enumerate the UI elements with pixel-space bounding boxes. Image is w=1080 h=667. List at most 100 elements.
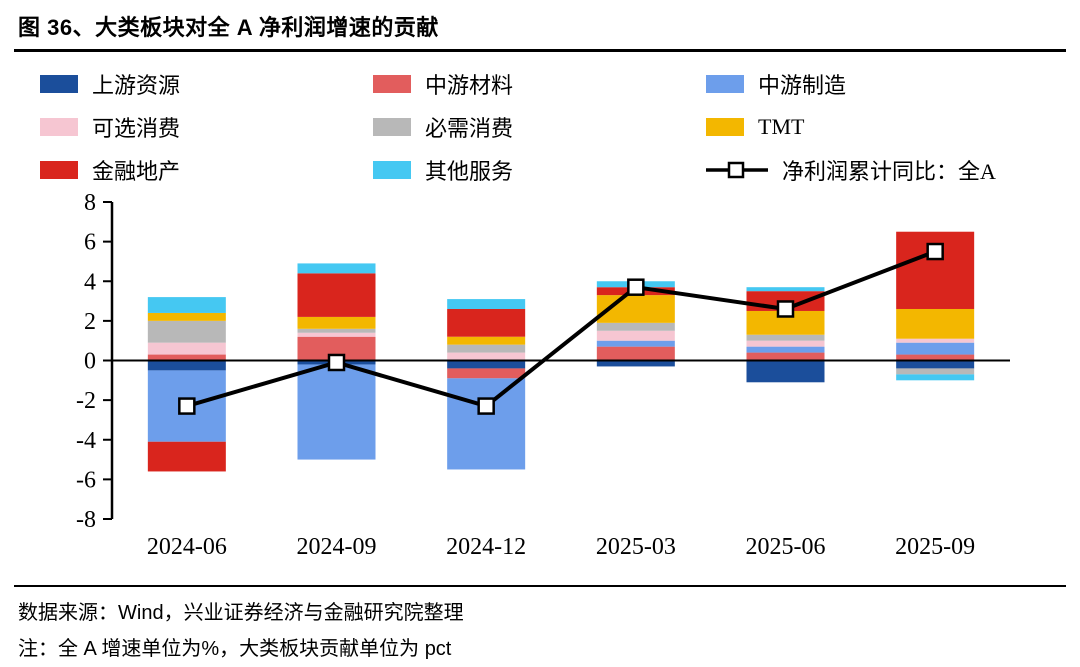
y-axis-label: 6	[84, 230, 96, 256]
bar-segment	[297, 328, 376, 333]
legend-item: 中游制造	[706, 68, 1060, 100]
legend-swatch	[40, 161, 78, 179]
legend-label: 中游制造	[758, 73, 847, 98]
legend-item: 必需消费	[373, 111, 706, 143]
x-axis-label: 2025-06	[746, 534, 826, 560]
legend-swatch	[706, 75, 744, 93]
bar-segment	[147, 342, 226, 355]
bar-segment	[447, 368, 526, 379]
legend-label: 必需消费	[425, 116, 514, 141]
legend-swatch	[40, 118, 78, 136]
bar-segment	[297, 336, 376, 361]
chart-area: -8 -6 -4 -2 0 2 4 6 8 2024-06 2024-09 2024-12 2025-0…	[0, 188, 1080, 573]
legend-item: TMT	[706, 111, 1060, 143]
footer-divider	[14, 585, 1066, 587]
y-axis-label: -2	[76, 388, 96, 414]
bar-segment	[896, 308, 975, 339]
bar-segment	[297, 263, 376, 274]
bar-segment	[147, 312, 226, 321]
figure-title: 图 36、大类板块对全 A 净利润增速的贡献	[18, 15, 439, 40]
bar-segment	[596, 346, 675, 361]
bar-segment	[297, 316, 376, 329]
bar-segment	[596, 340, 675, 347]
bar-segment	[896, 360, 975, 369]
chart-canvas: -8 -6 -4 -2 0 2 4 6 8 2024-06 2024-09 2024-12 2025-0…	[76, 190, 1010, 560]
legend-item: 金融地产	[40, 154, 373, 186]
y-axis-label: 2	[84, 309, 96, 335]
bar-segment	[746, 334, 825, 341]
bar-segment	[596, 360, 675, 367]
bar-segment	[147, 360, 226, 371]
y-axis-label: -6	[76, 467, 96, 493]
y-axis-label: -4	[76, 428, 96, 454]
bar-segment	[297, 332, 376, 337]
y-axis-label: 0	[84, 349, 96, 375]
bar-segment	[447, 360, 526, 369]
legend-label: 上游资源	[92, 73, 181, 98]
bar-segment	[447, 299, 526, 309]
legend-label: TMT	[758, 114, 805, 139]
y-axis-label: -8	[76, 507, 96, 533]
bar-segment	[147, 320, 226, 343]
legend-label: 金融地产	[92, 159, 181, 184]
unit-note: 注：全 A 增速单位为%，大类板块贡献单位为 pct	[18, 638, 452, 660]
figure-container: 图 36、大类板块对全 A 净利润增速的贡献 上游资源 中游材料 中游制造可选消费 必…	[0, 10, 1080, 660]
bar-segment	[896, 374, 975, 381]
net-profit-line	[186, 249, 936, 409]
legend-swatch	[373, 161, 411, 179]
bar-segment	[746, 352, 825, 361]
bar-segment	[447, 336, 526, 345]
legend-swatch	[373, 75, 411, 93]
title-divider	[14, 49, 1066, 52]
bar-segment	[297, 273, 376, 317]
bar-segment	[147, 297, 226, 313]
legend-item: 其他服务	[373, 154, 706, 186]
legend-label: 中游材料	[425, 73, 514, 98]
legend-swatch	[706, 118, 744, 136]
bar-segment	[746, 346, 825, 353]
x-axis-label: 2024-06	[147, 534, 227, 560]
line-marker	[926, 242, 944, 261]
bar-segment	[596, 330, 675, 341]
line-marker	[327, 353, 346, 372]
legend-item: 净利润累计同比：全A	[706, 154, 1060, 186]
y-axis-label: 4	[84, 269, 96, 295]
bar-segment	[896, 368, 975, 375]
bar-segment	[147, 354, 226, 361]
line-marker	[178, 397, 196, 415]
x-axis-label: 2024-12	[446, 534, 526, 560]
bar-segment	[447, 344, 526, 353]
bar-segment	[896, 354, 975, 361]
legend-swatch	[373, 118, 411, 136]
bar-segment	[746, 340, 825, 347]
line-marker	[477, 397, 495, 415]
y-axis-label: 8	[84, 190, 96, 216]
bar-segment	[746, 287, 825, 292]
bar-segment	[297, 364, 376, 460]
legend-line-marker-icon	[706, 161, 768, 179]
bar-segment	[896, 342, 975, 355]
line-marker	[776, 300, 795, 318]
bar-segment	[896, 338, 975, 343]
legend-label: 其他服务	[425, 159, 514, 184]
legend-item: 上游资源	[40, 68, 373, 100]
legend-label: 可选消费	[92, 116, 181, 141]
bar-segment	[746, 310, 825, 335]
bar-segment	[447, 378, 526, 470]
chart-footnotes: 数据来源：Wind，兴业证券经济与金融研究院整理 注：全 A 增速单位为%，大类…	[18, 595, 1062, 667]
bar-segment	[596, 322, 675, 331]
legend-item: 可选消费	[40, 111, 373, 143]
bar-segment	[147, 441, 226, 472]
x-axis-label: 2024-09	[297, 534, 377, 560]
legend-label: 净利润累计同比：全A	[782, 159, 996, 184]
bar-segment	[447, 352, 526, 361]
legend-swatch	[40, 75, 78, 93]
data-source-note: 数据来源：Wind，兴业证券经济与金融研究院整理	[18, 602, 464, 624]
legend-item: 中游材料	[373, 68, 706, 100]
bar-segment	[746, 360, 825, 383]
bar-segment	[447, 308, 526, 337]
x-axis-label: 2025-09	[895, 534, 975, 560]
x-axis-label: 2025-03	[596, 534, 676, 560]
line-marker	[627, 278, 645, 296]
chart-legend: 上游资源 中游材料 中游制造可选消费 必需消费 TMT 金融地产 其他服务 净利润累计同比：全…	[40, 68, 1060, 186]
